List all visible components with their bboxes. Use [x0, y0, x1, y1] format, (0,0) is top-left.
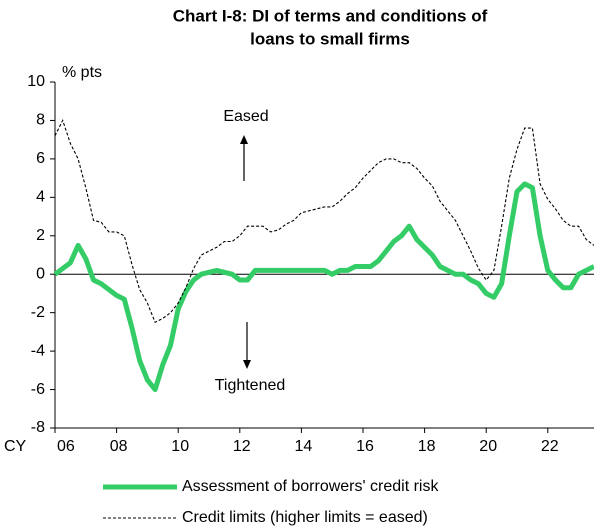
x-axis-label: CY: [4, 438, 27, 455]
annotation: Eased: [223, 108, 268, 125]
y-tick-label: -4: [31, 342, 45, 359]
x-tick-label: 16: [356, 438, 374, 455]
y-tick-label: 0: [36, 265, 45, 282]
x-tick-label: 08: [110, 438, 128, 455]
legend-label: Assessment of borrowers' credit risk: [182, 478, 439, 495]
x-tick-label: 06: [57, 438, 75, 455]
y-axis-label: % pts: [62, 64, 102, 81]
x-tick-label: 14: [295, 438, 313, 455]
arrow-up: [240, 135, 248, 181]
series-line: [53, 181, 594, 393]
annotation: Tightened: [215, 377, 286, 394]
y-tick-label: 4: [36, 189, 45, 206]
y-tick-label: -2: [31, 304, 45, 321]
y-tick-label: 8: [36, 112, 45, 129]
x-tick-label: 10: [171, 438, 189, 455]
legend-label: Credit limits (higher limits = eased): [182, 509, 428, 526]
y-tick-label: -6: [31, 381, 45, 398]
x-tick-label: 12: [233, 438, 251, 455]
x-tick-label: 22: [541, 438, 559, 455]
x-tick-label: 20: [479, 438, 497, 455]
y-tick-label: -8: [31, 419, 45, 436]
arrow-down: [243, 322, 251, 369]
chart-title: loans to small firms: [250, 29, 410, 48]
x-tick-label: 18: [418, 438, 436, 455]
y-tick-label: 2: [36, 227, 45, 244]
series-line: [54, 118, 594, 324]
y-tick-label: 10: [27, 73, 45, 90]
y-tick-label: 6: [36, 150, 45, 167]
chart-title: Chart I-8: DI of terms and conditions of: [173, 6, 488, 25]
